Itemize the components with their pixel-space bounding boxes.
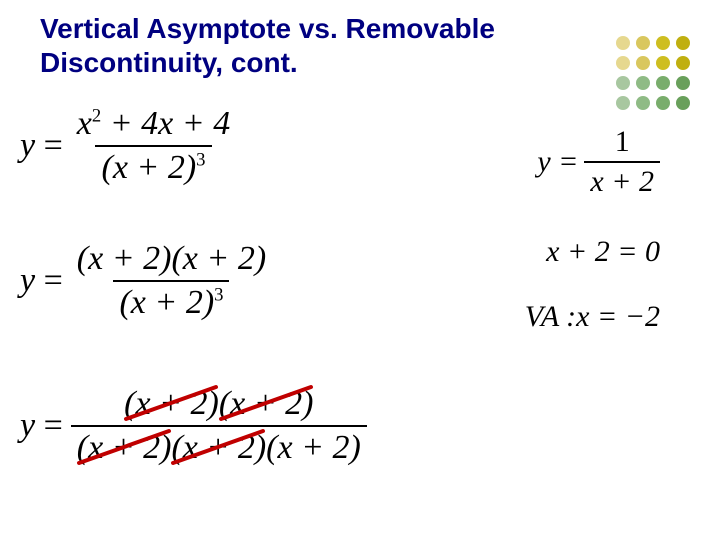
eq1-y: y	[20, 127, 35, 164]
r1-den: x + 2	[584, 161, 660, 199]
equation-3: y = (x + 2)(x + 2) (x + 2)(x + 2)(x + 2)	[20, 385, 367, 467]
r3-label: VA :	[525, 300, 576, 334]
eq1-denominator: (x + 2)3	[95, 145, 211, 187]
eq2-y: y	[20, 262, 35, 299]
eq1-equals: =	[44, 127, 63, 164]
eq3-num-factor-2: (x + 2)	[219, 385, 314, 423]
eq1-numerator: x2 + 4x + 4	[71, 105, 236, 145]
eq2-numerator: (x + 2)(x + 2)	[71, 240, 272, 280]
dot-icon	[656, 76, 670, 90]
eq3-equals: =	[44, 407, 63, 444]
r1-num: 1	[609, 125, 636, 161]
dot-icon	[616, 56, 630, 70]
title-line-1: Vertical Asymptote vs. Removable	[40, 13, 495, 44]
r3-val: x = −2	[576, 300, 660, 334]
eq3-num-factor-1: (x + 2)	[124, 385, 219, 423]
eq3-den-factor-2: (x + 2)	[171, 429, 266, 467]
dot-icon	[676, 96, 690, 110]
dot-icon	[636, 36, 650, 50]
decorative-dots-grid	[616, 36, 690, 110]
slide-title: Vertical Asymptote vs. Removable Discont…	[40, 12, 495, 79]
dot-icon	[676, 56, 690, 70]
eq2-denominator: (x + 2)3	[113, 280, 229, 322]
result-equation-1: y = 1 x + 2	[537, 125, 660, 199]
dot-icon	[636, 96, 650, 110]
title-line-2: Discontinuity, cont.	[40, 47, 298, 78]
dot-icon	[656, 96, 670, 110]
equation-1: y = x2 + 4x + 4 (x + 2)3	[20, 105, 236, 187]
dot-icon	[636, 56, 650, 70]
eq3-numerator: (x + 2)(x + 2)	[118, 385, 319, 425]
dot-icon	[616, 96, 630, 110]
eq3-den-factor-1: (x + 2)	[77, 429, 172, 467]
eq2-equals: =	[44, 262, 63, 299]
eq3-y: y	[20, 407, 35, 444]
r1-lhs: y =	[537, 145, 578, 179]
dot-icon	[616, 36, 630, 50]
equation-2: y = (x + 2)(x + 2) (x + 2)3	[20, 240, 272, 322]
dot-icon	[656, 56, 670, 70]
r2-text: x + 2 = 0	[546, 235, 660, 269]
eq3-den-factor-3: (x + 2)	[266, 429, 361, 466]
result-equation-2: x + 2 = 0	[546, 235, 660, 269]
dot-icon	[676, 36, 690, 50]
eq3-denominator: (x + 2)(x + 2)(x + 2)	[71, 425, 367, 467]
dot-icon	[616, 76, 630, 90]
result-equation-3: VA : x = −2	[525, 300, 660, 334]
dot-icon	[656, 36, 670, 50]
dot-icon	[636, 76, 650, 90]
dot-icon	[676, 76, 690, 90]
